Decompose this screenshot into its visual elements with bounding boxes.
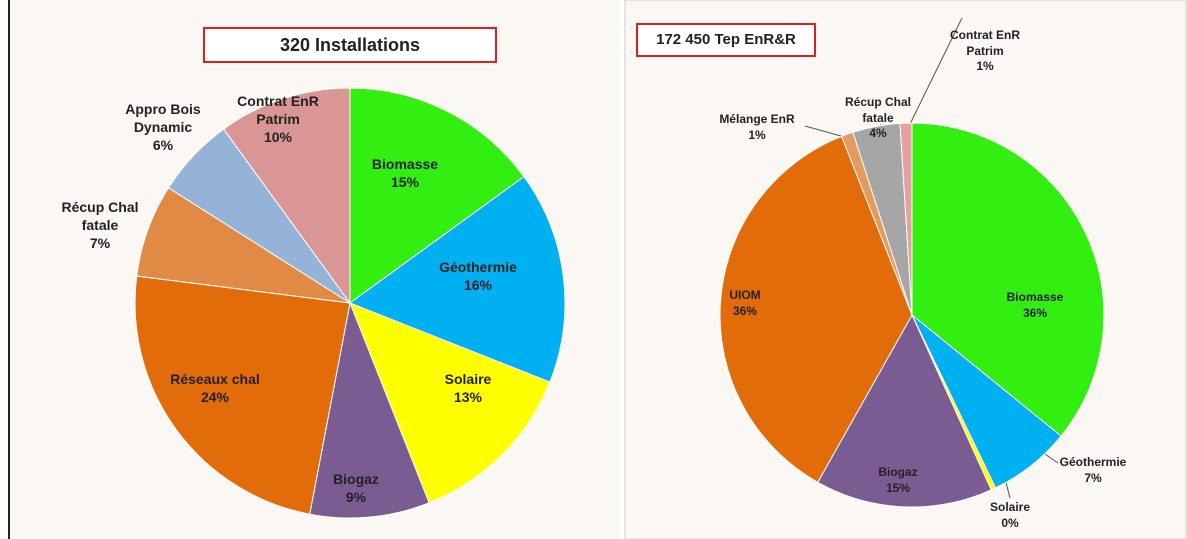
value-label: 13% [453,389,483,406]
slice-label: Biomasse 36% [990,290,1080,321]
slice-label: Solaire 13% [418,370,518,406]
pie-slice [134,275,351,515]
pie-slice [222,87,351,305]
chart-title: 320 Installations [203,27,497,63]
value-label: 7% [89,235,111,252]
category-label: Biomasse [371,156,439,172]
value-label: 4% [869,126,887,141]
value-label: 6% [152,137,174,154]
value-label: 15% [885,480,911,495]
pie-slice [349,87,525,304]
category-label: Contrat EnR Patrim [950,28,1020,58]
pie-slice [349,302,551,504]
slice-label: Mélange EnR 1% [717,112,797,143]
slice-label: UIOM 36% [710,288,780,319]
value-label: 1% [748,127,766,142]
slice-label: Appro Bois Dynamic 6% [108,100,218,155]
slice-label: Récup Chal fatale 4% [838,95,918,142]
slice-label: Géothermie 16% [423,258,533,294]
slice-label: Biomasse 15% [350,155,460,191]
chart-title: 172 450 Tep EnR&R [636,23,816,57]
slice-label: Biogaz 15% [858,465,938,496]
slice-label: Géothermie 7% [1048,455,1138,486]
category-label: Biomasse [1006,290,1064,304]
category-label: Contrat EnR Patrim [237,93,319,128]
value-label: 36% [732,303,758,318]
value-label: 36% [1022,305,1048,320]
category-label: Solaire [444,371,492,387]
value-label: 0% [1001,515,1019,530]
category-label: Biogaz [878,465,918,479]
category-label: Réseaux chal [170,371,260,387]
value-label: 16% [463,277,493,294]
value-label: 10% [263,129,293,146]
pie-slice [309,301,430,519]
slice-label: Récup Chal fatale 7% [45,198,155,253]
category-label: Biogaz [333,471,379,487]
value-label: 7% [1084,470,1102,485]
category-label: Récup Chal fatale [844,95,911,125]
category-label: Géothermie [1059,455,1127,469]
slice-label: Réseaux chal 24% [150,370,280,406]
slice-label: Contrat EnR Patrim 1% [945,28,1025,75]
category-label: Récup Chal fatale [61,199,139,234]
category-label: Mélange EnR [719,112,795,126]
pie-slice [348,175,566,383]
pie-slice [899,122,913,316]
slice-label: Biogaz 9% [316,470,396,506]
category-label: Solaire [989,500,1031,514]
value-label: 9% [345,489,367,506]
pie-slice [817,313,992,508]
value-label: 15% [390,174,420,191]
category-label: UIOM [729,288,761,302]
value-label: 24% [200,389,230,406]
pie-slice [911,122,1105,437]
category-label: Géothermie [439,259,517,275]
slice-label: Solaire 0% [975,500,1045,531]
slice-label: Contrat EnR Patrim 10% [228,92,328,147]
category-label: Appro Bois Dynamic [125,101,201,136]
pie-slice [719,135,913,483]
value-label: 1% [976,59,994,74]
